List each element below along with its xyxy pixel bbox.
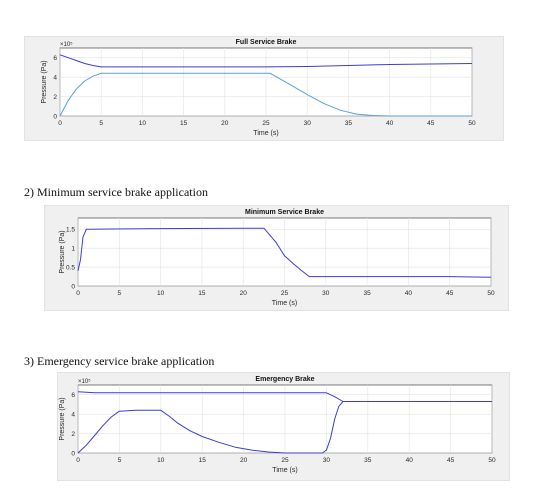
series-line-2 [77, 401, 344, 454]
x-tick-label: 45 [427, 120, 435, 127]
y-tick-label: 6 [53, 55, 57, 62]
y-tick-label: 4 [53, 74, 57, 81]
y-tick-label: 0 [53, 113, 57, 120]
series-line-1 [59, 54, 473, 68]
x-axis-label: Time (s) [253, 130, 278, 137]
x-tick-label: 5 [117, 290, 121, 297]
y-tick-label: 6 [71, 392, 75, 399]
x-tick-label: 20 [221, 120, 229, 127]
x-tick-label: 15 [199, 457, 207, 464]
x-tick-label: 50 [487, 290, 495, 297]
x-tick-label: 25 [281, 457, 289, 464]
x-tick-label: 40 [406, 457, 414, 464]
y-tick-label: 2 [71, 431, 75, 438]
x-tick-label: 10 [157, 457, 165, 464]
x-tick-label: 45 [447, 457, 455, 464]
x-axis-label: Time (s) [272, 300, 297, 307]
chart-title: Minimum Service Brake [245, 209, 324, 216]
x-tick-label: 0 [58, 120, 62, 127]
series-line-1 [77, 391, 492, 402]
x-tick-label: 35 [345, 120, 353, 127]
y-axis-label: Pressure (Pa) [59, 230, 66, 273]
chart-title: Full Service Brake [236, 39, 297, 46]
x-tick-label: 15 [198, 290, 206, 297]
x-tick-label: 0 [76, 457, 80, 464]
y-axis-exponent: ×10⁵ [60, 41, 73, 48]
x-tick-label: 40 [386, 120, 394, 127]
x-tick-label: 25 [281, 290, 289, 297]
x-tick-label: 5 [118, 457, 122, 464]
x-tick-label: 15 [180, 120, 188, 127]
x-tick-label: 45 [446, 290, 454, 297]
y-tick-label: 4 [71, 411, 75, 418]
chart-title: Emergency Brake [255, 376, 314, 383]
x-tick-label: 20 [240, 457, 248, 464]
y-axis-label: Pressure (Pa) [41, 60, 48, 103]
series-line-1 [77, 227, 492, 278]
x-tick-label: 20 [240, 290, 248, 297]
x-tick-label: 0 [76, 290, 80, 297]
x-tick-label: 25 [262, 120, 270, 127]
series-line-2 [59, 72, 472, 117]
y-tick-label: 2 [53, 94, 57, 101]
x-tick-label: 50 [488, 457, 496, 464]
x-tick-label: 40 [405, 290, 413, 297]
x-tick-label: 35 [364, 457, 372, 464]
y-axis-label: Pressure (Pa) [59, 397, 66, 440]
x-tick-label: 30 [304, 120, 312, 127]
x-axis-label: Time (s) [272, 467, 297, 474]
heading-emergency-service: 3) Emergency service brake application [24, 354, 215, 368]
x-tick-label: 30 [322, 290, 330, 297]
x-tick-label: 50 [468, 120, 476, 127]
x-tick-label: 30 [323, 457, 331, 464]
y-tick-label: 1.5 [66, 227, 75, 234]
x-tick-label: 35 [363, 290, 371, 297]
y-tick-label: 1 [71, 246, 75, 253]
x-tick-label: 10 [157, 290, 165, 297]
y-tick-label: 0.5 [66, 264, 75, 271]
x-tick-label: 10 [139, 120, 147, 127]
heading-minimum-service: 2) Minimum service brake application [24, 185, 208, 199]
x-tick-label: 5 [99, 120, 103, 127]
y-tick-label: 0 [71, 450, 75, 457]
y-axis-exponent: ×10⁵ [78, 378, 91, 385]
y-tick-label: 0 [71, 283, 75, 290]
